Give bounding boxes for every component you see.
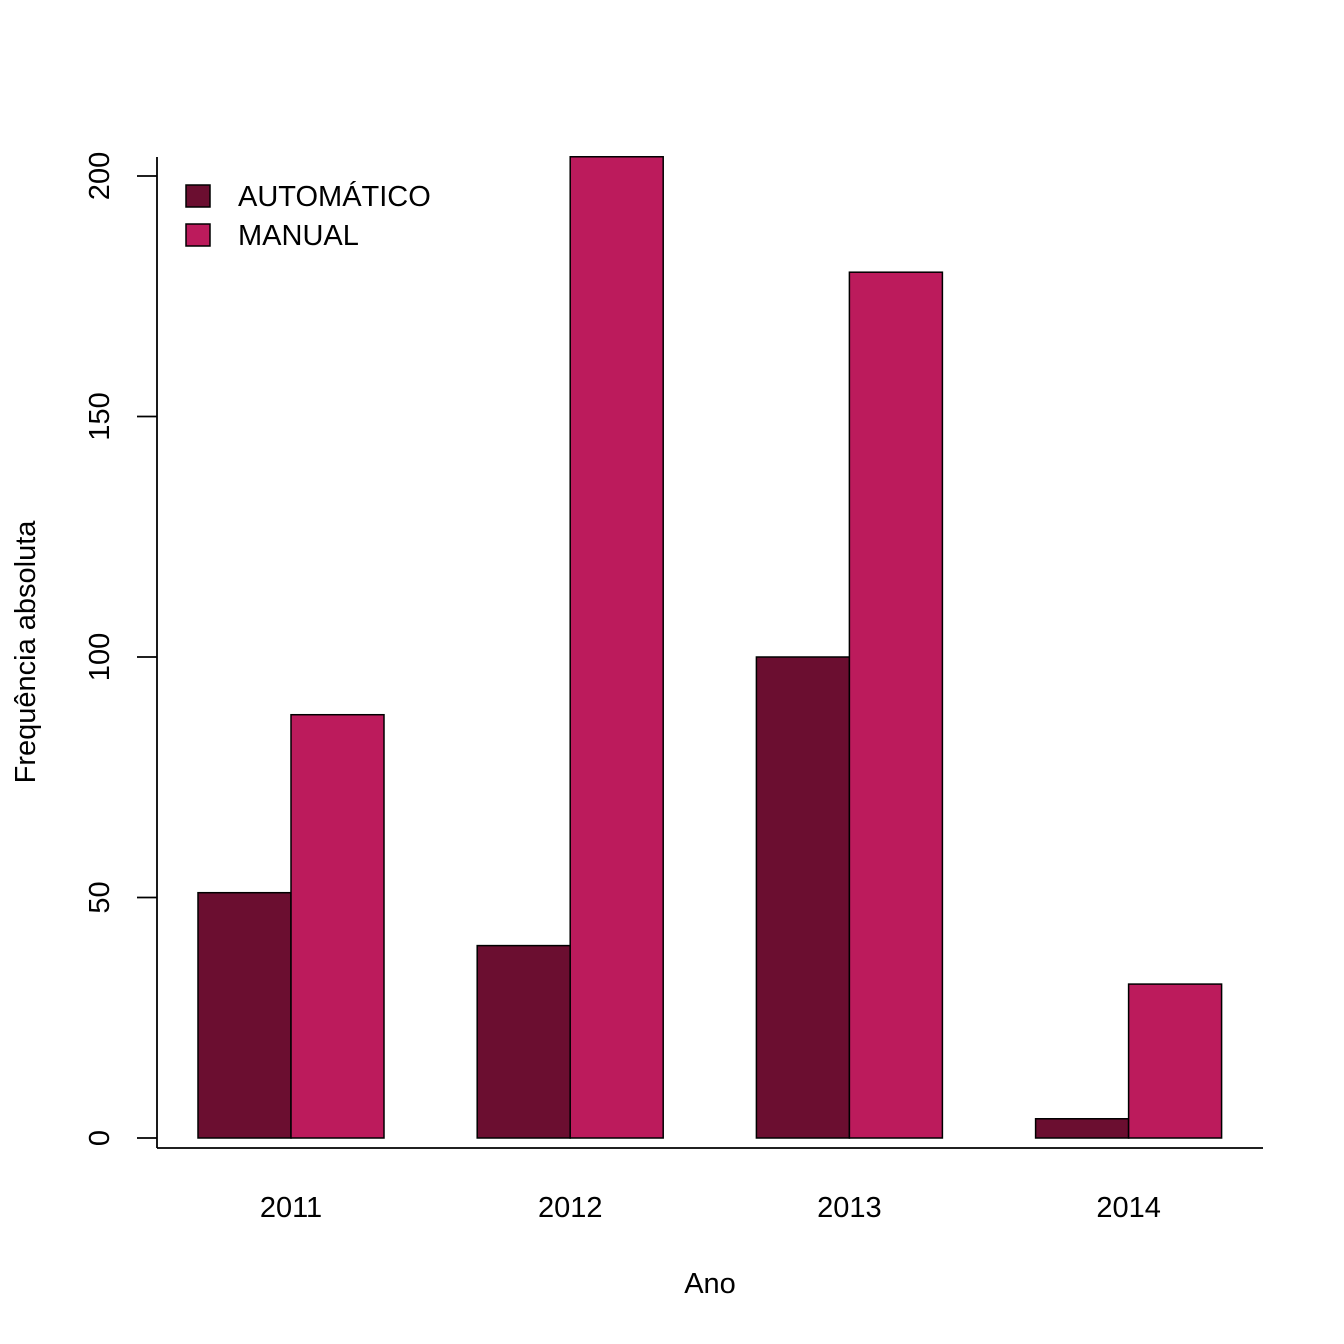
bar-2014-manual [1127,983,1223,1139]
bar-2011-manual [290,713,385,1139]
x-tick-label-2013: 2013 [817,1192,882,1224]
bar-2014-automatico [1034,1118,1130,1139]
x-axis: 2011 2012 2013 2014 [157,1147,1263,1224]
y-tick-label-100: 100 [84,633,116,681]
y-axis-label: Frequência absoluta [10,520,42,784]
bar-2011-automatico [197,891,292,1139]
x-tick-label-2011: 2011 [260,1192,322,1224]
bar-2012-automatico [476,944,571,1139]
y-axis: 0 50 100 150 200 [84,152,158,1148]
legend-label-automatico: AUTOMÁTICO [238,180,431,213]
bars-group [197,156,1223,1139]
x-axis-label: Ano [684,1268,736,1300]
legend-label-manual: MANUAL [238,220,359,252]
y-tick-label-200: 200 [84,152,116,200]
legend-swatch-automatico [185,184,211,208]
y-tick-label-50: 50 [84,881,116,913]
bar-2013-automatico [755,656,851,1139]
y-tick-label-0: 0 [84,1130,116,1146]
x-tick-label-2012: 2012 [538,1192,603,1224]
x-tick-label-2014: 2014 [1096,1192,1161,1224]
legend-swatch-manual [185,223,211,247]
legend: AUTOMÁTICO MANUAL [185,180,431,252]
bar-2013-manual [848,271,944,1139]
bar-2012-manual [569,156,664,1139]
y-tick-label-150: 150 [84,392,116,440]
